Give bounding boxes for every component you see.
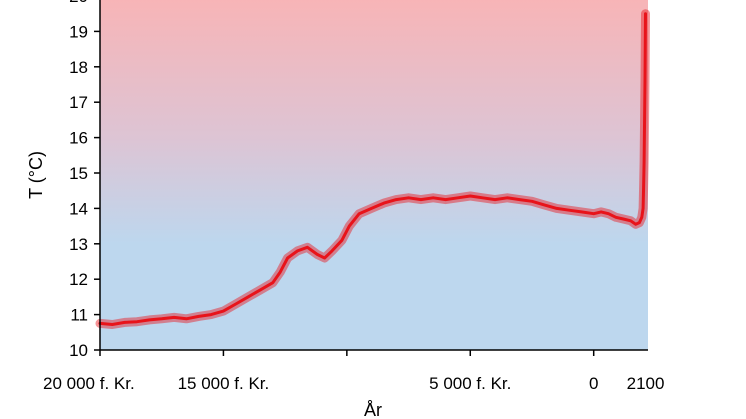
y-tick-label-19: 19 (69, 22, 88, 41)
y-tick-label-12: 12 (69, 270, 88, 289)
y-tick-label-18: 18 (69, 58, 88, 77)
y-tick-label-13: 13 (69, 235, 88, 254)
x-tick-label--15000: 15 000 f. Kr. (178, 374, 270, 393)
plot-background (100, 0, 648, 350)
y-tick-label-16: 16 (69, 129, 88, 148)
y-tick-label-20: 20 (69, 0, 88, 6)
x-tick-label--5000: 5 000 f. Kr. (429, 374, 511, 393)
x-tick-label-2100: 2100 (627, 374, 665, 393)
series-line-0 (98, 12, 647, 326)
y-tick-label-17: 17 (69, 93, 88, 112)
y-tick-label-10: 10 (69, 341, 88, 360)
y-axis-title: T (°C) (26, 151, 46, 199)
y-tick-label-15: 15 (69, 164, 88, 183)
x-tick-label-0: 0 (589, 374, 598, 393)
x-axis-title: År (364, 400, 382, 419)
x-tick-label--20000: 20 000 f. Kr. (43, 374, 135, 393)
y-tick-label-11: 11 (70, 306, 88, 325)
y-tick-label-14: 14 (69, 199, 88, 218)
